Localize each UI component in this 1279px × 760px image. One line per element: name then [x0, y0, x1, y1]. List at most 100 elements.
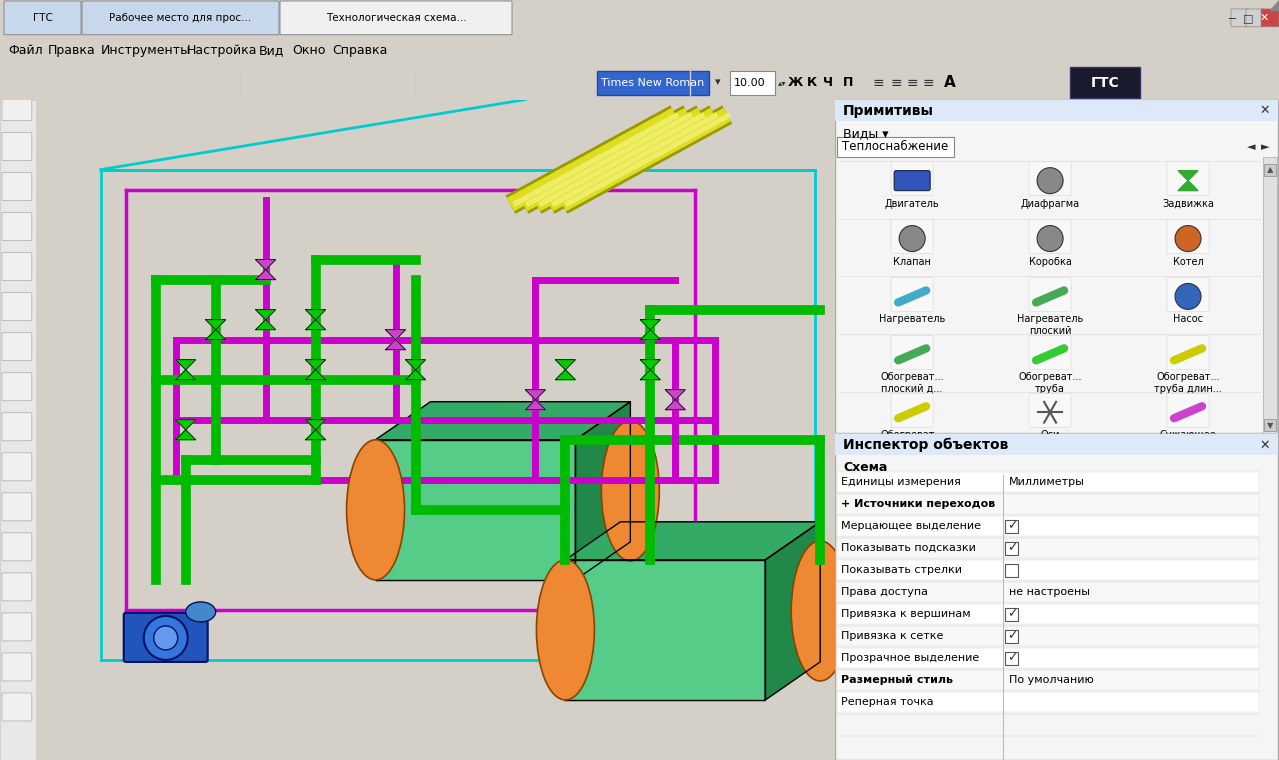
Polygon shape [641, 320, 660, 330]
FancyBboxPatch shape [1071, 67, 1140, 97]
FancyBboxPatch shape [835, 434, 1278, 760]
Text: Обогреват...
труба длин...: Обогреват... труба длин... [1154, 372, 1221, 394]
Circle shape [1175, 283, 1201, 309]
FancyBboxPatch shape [1246, 9, 1264, 27]
Text: ✓: ✓ [1007, 651, 1017, 664]
Text: ≡: ≡ [922, 75, 934, 90]
FancyBboxPatch shape [835, 100, 1278, 433]
Text: Насос: Насос [1173, 315, 1204, 325]
Ellipse shape [347, 440, 404, 580]
Polygon shape [555, 370, 576, 380]
Text: □: □ [1243, 13, 1253, 23]
FancyBboxPatch shape [3, 453, 32, 481]
Circle shape [1037, 168, 1063, 194]
Text: Справка: Справка [333, 44, 388, 57]
FancyBboxPatch shape [1261, 9, 1279, 27]
Ellipse shape [185, 602, 216, 622]
Text: Показывать стрелки: Показывать стрелки [842, 565, 962, 575]
FancyBboxPatch shape [82, 1, 279, 35]
Text: Технологическая схема...: Технологическая схема... [326, 13, 467, 23]
FancyBboxPatch shape [894, 171, 930, 191]
Text: Прозрачное выделение: Прозрачное выделение [842, 653, 980, 663]
FancyBboxPatch shape [4, 1, 81, 35]
FancyBboxPatch shape [891, 393, 934, 427]
FancyBboxPatch shape [3, 413, 32, 441]
FancyBboxPatch shape [3, 333, 32, 361]
FancyBboxPatch shape [1005, 542, 1018, 555]
FancyBboxPatch shape [1005, 520, 1018, 533]
FancyBboxPatch shape [1166, 277, 1209, 312]
FancyBboxPatch shape [1030, 277, 1071, 312]
FancyBboxPatch shape [124, 613, 207, 662]
Polygon shape [256, 310, 276, 320]
Text: К: К [807, 76, 817, 89]
Text: Инструменты: Инструменты [101, 44, 191, 57]
Text: ≡: ≡ [872, 75, 884, 90]
FancyBboxPatch shape [838, 515, 1259, 536]
FancyBboxPatch shape [3, 293, 32, 321]
Text: ▾: ▾ [715, 78, 720, 87]
Ellipse shape [536, 560, 595, 700]
Text: Привязка к вершинам: Привязка к вершинам [842, 609, 971, 619]
FancyBboxPatch shape [1005, 630, 1018, 643]
FancyBboxPatch shape [1166, 220, 1209, 254]
FancyBboxPatch shape [838, 691, 1259, 712]
FancyBboxPatch shape [1264, 163, 1276, 176]
FancyBboxPatch shape [3, 132, 32, 160]
Text: Обогреват...
плоский д...: Обогреват... плоский д... [880, 372, 944, 394]
Polygon shape [385, 330, 405, 340]
Text: Виды ▾: Виды ▾ [843, 127, 889, 141]
Text: Задвижка: Задвижка [1163, 198, 1214, 209]
Text: ≡: ≡ [907, 75, 918, 90]
FancyBboxPatch shape [1262, 157, 1276, 433]
FancyBboxPatch shape [1230, 9, 1250, 27]
Text: Вид: Вид [260, 44, 284, 57]
Polygon shape [175, 420, 196, 430]
Text: ≡: ≡ [890, 75, 902, 90]
Text: ▲: ▲ [1266, 165, 1274, 174]
Text: ГТС: ГТС [1091, 75, 1119, 90]
FancyBboxPatch shape [1005, 652, 1018, 665]
Text: Ч: Ч [822, 76, 833, 89]
FancyBboxPatch shape [1264, 420, 1276, 431]
Text: Нагреватель
плоский: Нагреватель плоский [1017, 315, 1083, 336]
Circle shape [899, 226, 925, 252]
Circle shape [1037, 226, 1063, 252]
Text: Привязка к сетке: Привязка к сетке [842, 631, 944, 641]
Polygon shape [526, 400, 545, 410]
FancyBboxPatch shape [891, 277, 934, 312]
Text: Обогреват...
труба: Обогреват... труба [1018, 372, 1082, 394]
FancyBboxPatch shape [1030, 393, 1071, 427]
Polygon shape [1178, 171, 1198, 181]
FancyBboxPatch shape [838, 581, 1259, 602]
Text: Миллиметры: Миллиметры [1009, 477, 1085, 487]
Text: ГТС: ГТС [32, 13, 52, 23]
Text: Инспектор объектов: Инспектор объектов [843, 438, 1009, 452]
Text: Клапан: Клапан [893, 257, 931, 267]
Text: По умолчанию: По умолчанию [1009, 675, 1094, 685]
Text: Нагреватель: Нагреватель [879, 315, 945, 325]
FancyBboxPatch shape [3, 492, 32, 521]
FancyBboxPatch shape [838, 137, 954, 157]
FancyBboxPatch shape [3, 173, 32, 201]
Text: Times New Roman: Times New Roman [601, 78, 705, 87]
FancyBboxPatch shape [3, 573, 32, 601]
Text: ▼: ▼ [1266, 421, 1274, 429]
Text: Теплоснабжение: Теплоснабжение [842, 140, 948, 154]
FancyBboxPatch shape [838, 669, 1259, 690]
FancyBboxPatch shape [3, 653, 32, 681]
FancyBboxPatch shape [3, 533, 32, 561]
Polygon shape [526, 390, 545, 400]
Text: Сужающее
устройство: Сужающее устройство [1159, 430, 1218, 451]
Polygon shape [565, 522, 820, 560]
Polygon shape [206, 330, 225, 340]
Polygon shape [565, 560, 765, 700]
Text: Настройка: Настройка [187, 44, 257, 57]
Text: Размерный стиль: Размерный стиль [842, 675, 953, 685]
Polygon shape [256, 260, 276, 270]
Polygon shape [306, 370, 326, 380]
Text: ✓: ✓ [1007, 542, 1017, 555]
Polygon shape [175, 430, 196, 440]
Text: П: П [843, 76, 853, 89]
Polygon shape [256, 320, 276, 330]
